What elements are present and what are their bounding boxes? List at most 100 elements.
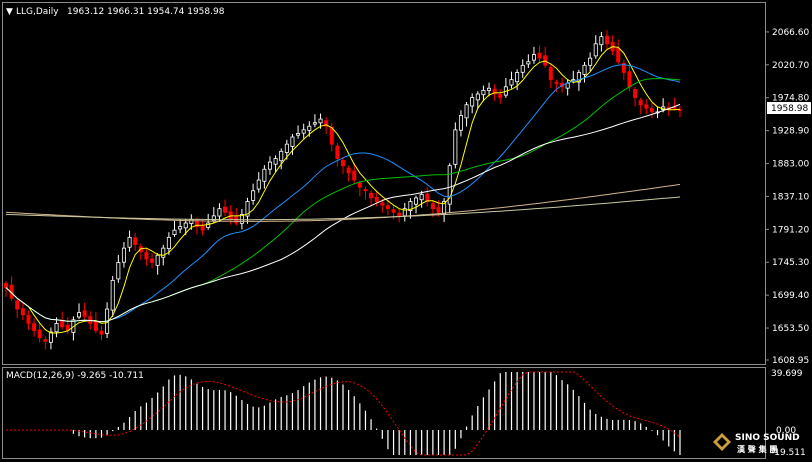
price-tick-label: 1883.00 <box>772 160 809 170</box>
candle-body <box>307 125 312 131</box>
price-tick-label: 1928.90 <box>772 127 809 137</box>
macd-axis-zero: 0.00 <box>776 426 796 436</box>
symbol-label: LLG,Daily <box>16 7 59 17</box>
candle-body <box>414 197 419 205</box>
candle-body <box>189 219 194 224</box>
candle-body <box>616 48 621 63</box>
candle-body <box>77 312 82 318</box>
candle-body <box>26 315 31 324</box>
candle-body <box>588 57 593 66</box>
candle-body <box>290 136 295 147</box>
price-axis: 2066.60 2020.70 1974.80 1928.90 1883.00 1837.… <box>765 28 809 366</box>
candlesticks <box>4 29 683 350</box>
candle-body <box>37 329 42 339</box>
ma-beige-line <box>5 196 681 221</box>
ma-fast-line <box>5 46 681 334</box>
price-tick-label: 1608.95 <box>772 356 809 366</box>
candle-body <box>301 129 306 134</box>
current-price-marker: 1958.98 <box>767 102 811 114</box>
candle-body <box>638 99 643 106</box>
candle-body <box>470 97 475 107</box>
candle-body <box>183 222 188 229</box>
candle-body <box>273 158 278 165</box>
candle-body <box>425 193 430 202</box>
candle-body <box>346 167 351 174</box>
macd-label: MACD(12,26,9) -9.265 -10.711 <box>6 371 144 381</box>
candle-body <box>116 262 121 280</box>
current-price-label: 1958.98 <box>771 104 808 114</box>
candle-body <box>251 190 256 201</box>
candle-body <box>447 165 452 205</box>
candle-body <box>60 320 65 328</box>
candle-body <box>357 182 362 188</box>
candle-body <box>54 323 59 333</box>
candle-body <box>335 145 340 159</box>
candle-body <box>99 330 104 335</box>
candle-body <box>296 133 301 136</box>
candle-body <box>633 89 638 98</box>
candle-body <box>82 310 87 317</box>
candle-body <box>487 87 492 91</box>
candle-body <box>397 212 402 217</box>
candle-body <box>4 282 9 288</box>
moving-averages <box>5 46 681 334</box>
candle-body <box>48 331 53 343</box>
candle-body <box>604 35 609 45</box>
candle-body <box>312 122 317 125</box>
candle-body <box>453 129 458 165</box>
candle-body <box>217 208 222 217</box>
candle-body <box>43 339 48 342</box>
candle-body <box>178 226 183 230</box>
candle-body <box>537 52 542 59</box>
candle-body <box>166 236 171 249</box>
candle-body <box>172 229 177 235</box>
candle-body <box>340 160 345 167</box>
candle-body <box>20 308 25 316</box>
candle-body <box>593 43 598 57</box>
macd-histogram <box>6 371 681 456</box>
candle-body <box>492 88 497 95</box>
candle-body <box>369 192 374 199</box>
candle-body <box>515 72 520 83</box>
candle-body <box>150 258 155 263</box>
candle-body <box>256 179 261 190</box>
ma-blue-line <box>5 64 681 323</box>
candle-body <box>481 90 486 96</box>
header-arrow-icon[interactable]: ▼ <box>6 7 13 17</box>
price-tick-label: 1974.80 <box>772 94 809 104</box>
candle-body <box>262 168 267 182</box>
candle-body <box>374 196 379 202</box>
candle-body <box>436 207 441 213</box>
price-tick-label: 1653.50 <box>772 324 809 334</box>
candle-body <box>144 252 149 260</box>
candle-body <box>526 61 531 65</box>
candle-body <box>352 170 357 181</box>
candle-body <box>267 161 272 170</box>
candle-body <box>520 64 525 73</box>
candle-body <box>329 126 334 145</box>
candle-body <box>627 71 632 88</box>
candle-body <box>32 323 37 331</box>
candle-body <box>324 120 329 127</box>
candle-body <box>223 206 228 213</box>
candle-body <box>363 189 368 192</box>
candle-body <box>498 93 503 98</box>
macd-pane-border <box>2 367 766 459</box>
price-tick-label: 1791.20 <box>772 225 809 235</box>
candle-body <box>110 279 115 311</box>
candle-body <box>133 237 138 245</box>
candle-body <box>155 254 160 266</box>
price-tick-label: 2020.70 <box>772 61 809 71</box>
ohlc-values: 1963.12 1966.31 1954.74 1958.98 <box>67 7 225 17</box>
candle-body <box>582 64 587 75</box>
candle-body <box>458 115 463 131</box>
candle-body <box>548 66 553 81</box>
candle-body <box>245 201 250 217</box>
logo-line1: SINO SOUND <box>735 433 800 443</box>
candle-body <box>391 209 396 213</box>
macd-axis-top: 39.699 <box>771 369 803 379</box>
candle-body <box>408 201 413 211</box>
candle-body <box>419 193 424 201</box>
